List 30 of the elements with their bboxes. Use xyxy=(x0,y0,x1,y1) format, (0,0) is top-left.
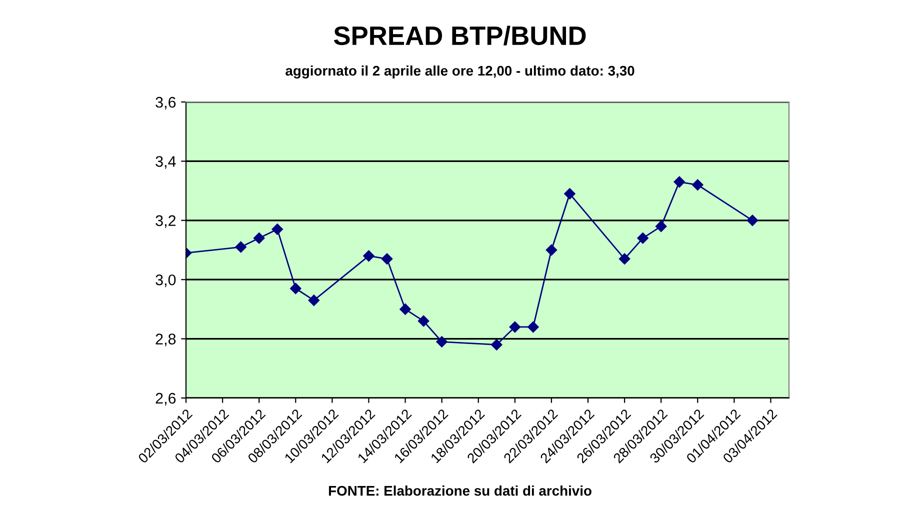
point xyxy=(528,321,539,333)
point xyxy=(308,294,320,306)
y-tick-label: 3,6 xyxy=(156,96,176,110)
point xyxy=(637,232,648,244)
point xyxy=(235,241,246,253)
y-tick-label: 2,8 xyxy=(156,334,176,346)
chart-title: SPREAD BTP/BUND xyxy=(334,26,586,46)
point xyxy=(618,253,630,264)
point xyxy=(253,232,265,244)
point xyxy=(546,244,558,256)
point xyxy=(491,339,502,350)
source-note: FONTE: Elaborazione su dati di archivio xyxy=(328,486,592,496)
point xyxy=(674,176,685,188)
chart-subtitle: aggiornato il 2 aprile alle ore 12,00 - ultimo dato: 3,30 xyxy=(286,65,634,79)
point xyxy=(746,214,758,226)
point xyxy=(509,321,521,333)
point xyxy=(564,188,576,200)
point xyxy=(290,282,302,294)
point xyxy=(655,220,667,232)
point xyxy=(272,224,283,235)
point xyxy=(381,253,393,264)
y-tick-label: 3,2 xyxy=(156,215,176,228)
point xyxy=(692,179,704,190)
point xyxy=(363,250,374,262)
point xyxy=(418,315,430,327)
point xyxy=(400,304,411,315)
y-tick-label: 3,0 xyxy=(156,274,176,288)
y-tick-label: 2,6 xyxy=(156,392,176,406)
y-tick-label: 3,4 xyxy=(156,156,176,169)
point xyxy=(436,336,448,348)
